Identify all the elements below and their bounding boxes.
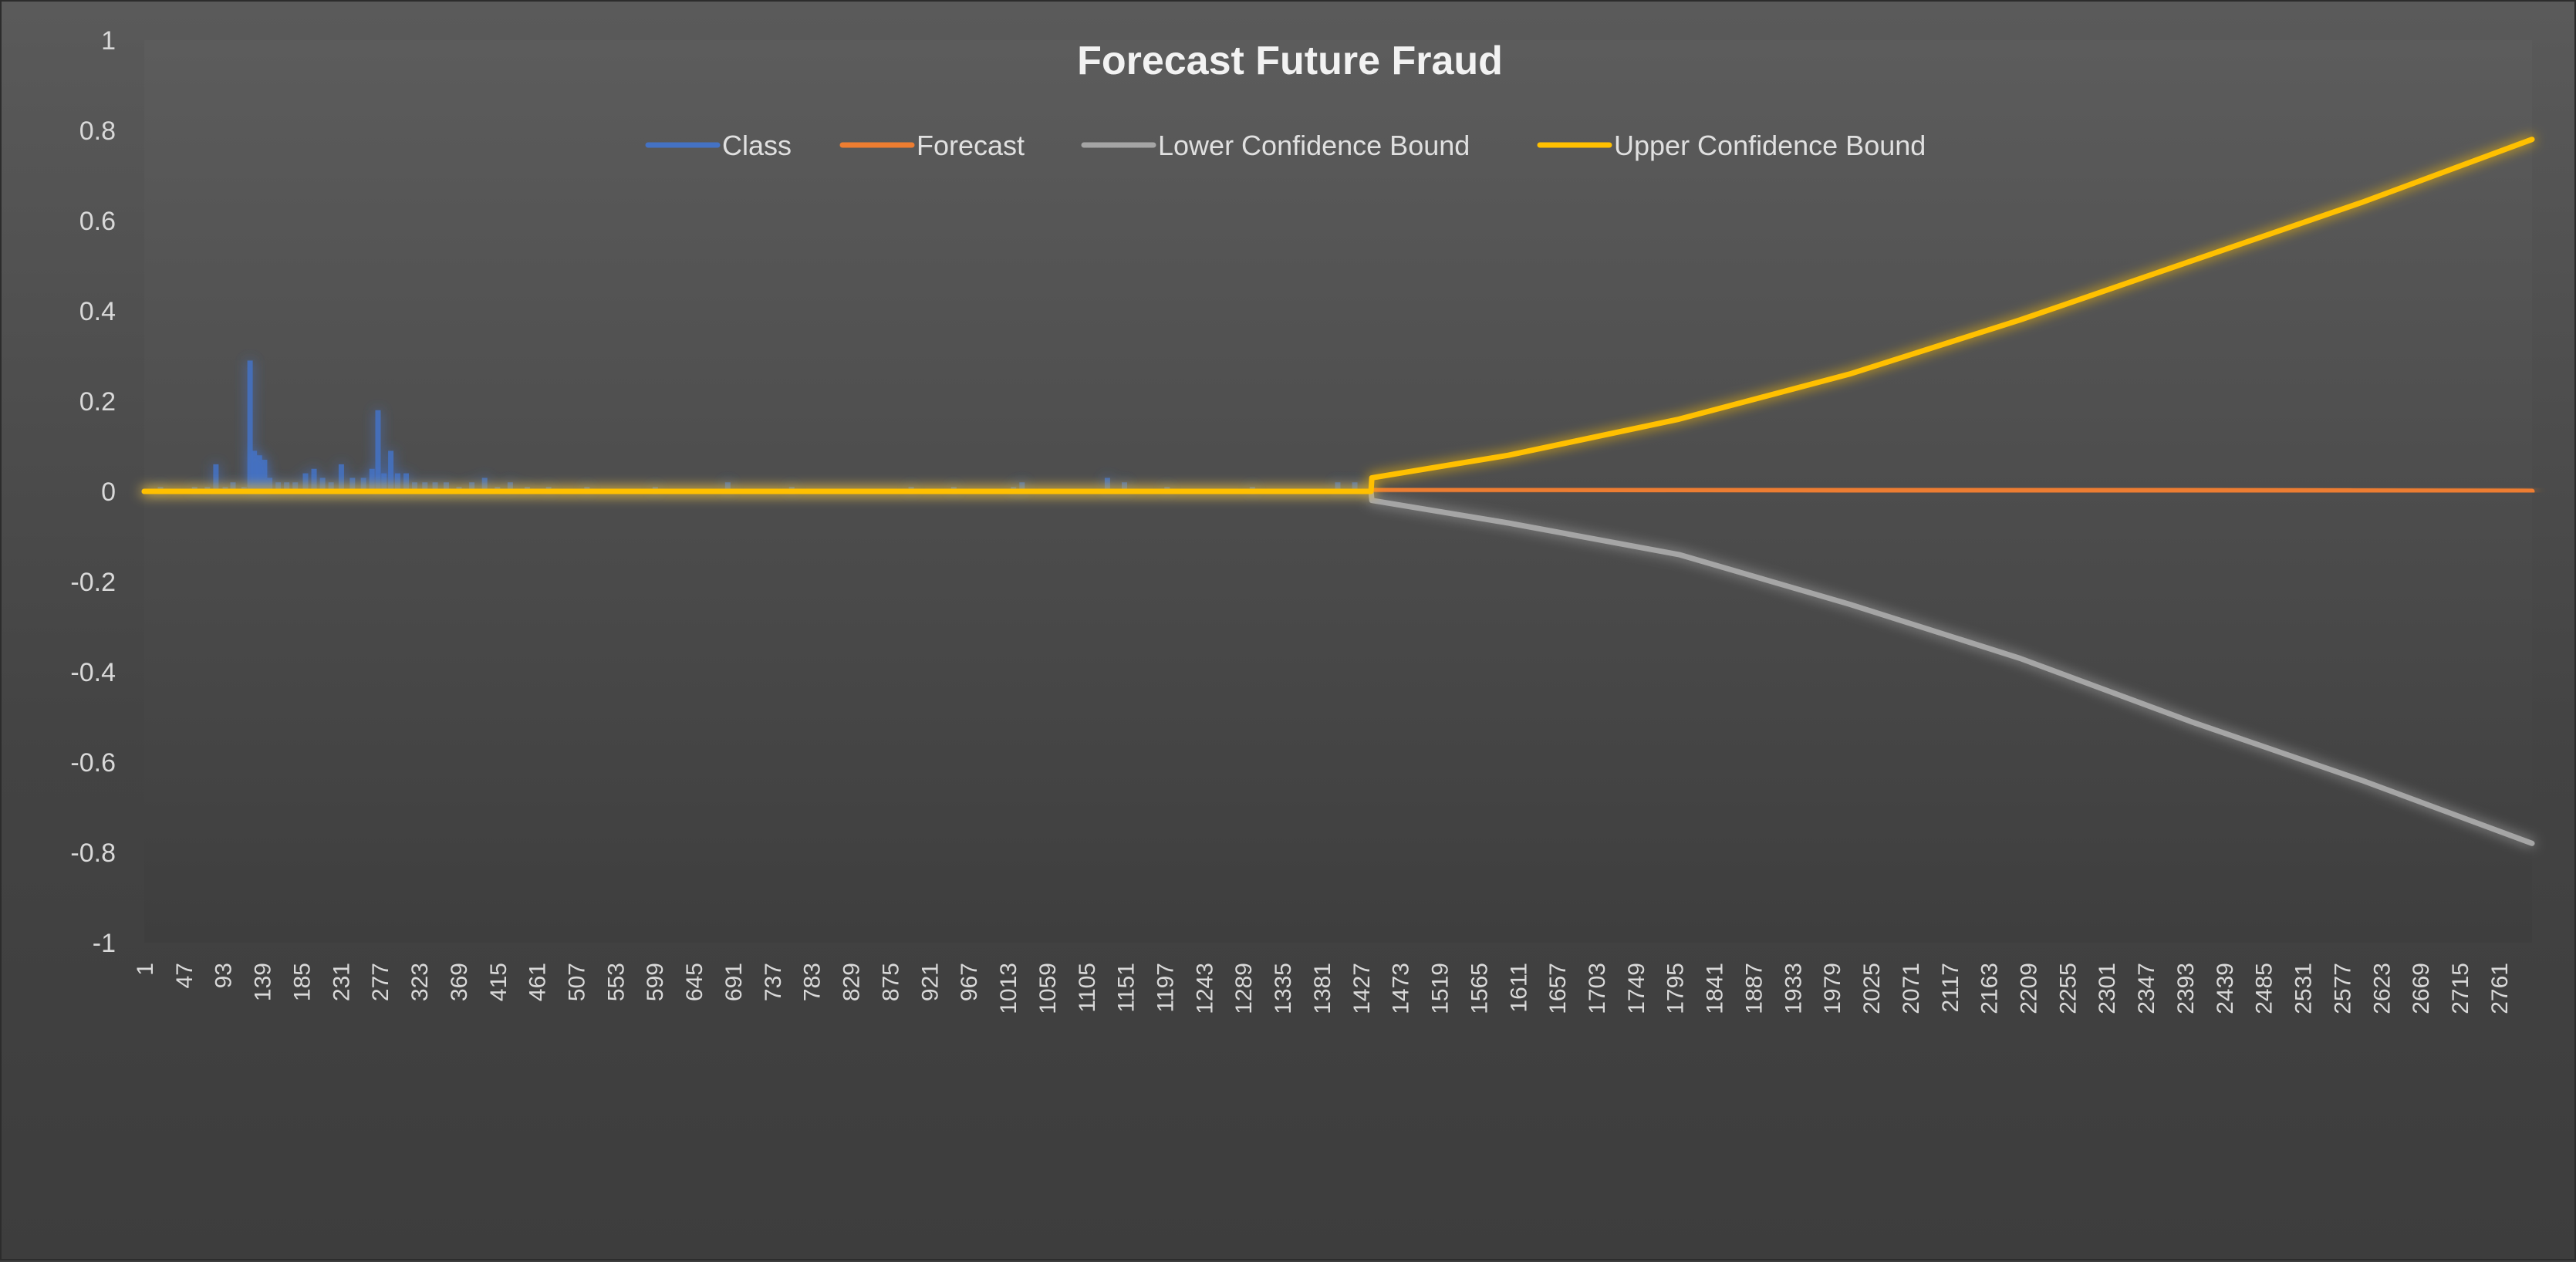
x-tick-label: 231 (329, 963, 354, 1001)
x-tick-label: 2485 (2252, 963, 2277, 1014)
x-tick-label: 1841 (1703, 963, 1728, 1014)
x-tick-label: 737 (761, 963, 786, 1001)
x-tick-label: 1105 (1075, 963, 1100, 1013)
x-tick-label: 2117 (1938, 963, 1963, 1013)
y-tick-label: 0 (101, 477, 116, 507)
x-tick-label: 2209 (2017, 963, 2042, 1014)
legend: Class Forecast Lower Confidence Bound Upper… (645, 130, 1926, 161)
x-tick-label: 553 (603, 963, 629, 1001)
x-tick-label: 1427 (1349, 963, 1375, 1014)
y-tick-label: -0.2 (70, 568, 116, 597)
x-tick-label: 1887 (1741, 963, 1767, 1014)
x-tick-label: 139 (251, 963, 276, 1001)
y-tick-label: -0.4 (70, 658, 116, 687)
x-tick-label: 1565 (1467, 963, 1492, 1014)
x-tick-label: 783 (800, 963, 825, 1001)
x-tick-label: 415 (486, 963, 511, 1001)
x-tick-label: 1335 (1271, 963, 1296, 1014)
legend-label: Lower Confidence Bound (1158, 130, 1470, 161)
x-tick-label: 1197 (1153, 963, 1178, 1013)
x-tick-label: 1657 (1545, 963, 1571, 1014)
x-tick-label: 1611 (1506, 963, 1531, 1013)
x-tick-label: 645 (682, 963, 707, 1001)
series-upper-confidence-bound (141, 137, 2535, 494)
y-tick-label: 1 (101, 26, 116, 56)
x-tick-label: 1519 (1428, 963, 1453, 1014)
x-tick-label: 2669 (2409, 963, 2434, 1014)
x-tick-label: 2301 (2095, 963, 2120, 1014)
x-tick-label: 369 (447, 963, 472, 1001)
x-tick-label: 2623 (2369, 963, 2395, 1014)
x-tick-label: 1979 (1820, 963, 1845, 1014)
x-tick-label: 1289 (1231, 963, 1257, 1014)
legend-entry: Upper Confidence Bound (1537, 130, 1926, 161)
x-tick-label: 2071 (1899, 963, 1924, 1014)
x-tick-label: 507 (565, 963, 590, 1001)
x-tick-label: 599 (643, 963, 668, 1001)
x-tick-label: 461 (525, 963, 551, 1001)
x-tick-label: 829 (839, 963, 865, 1001)
x-tick-label: 1795 (1663, 963, 1689, 1014)
y-tick-label: 0.2 (79, 387, 116, 417)
x-tick-label: 691 (721, 963, 747, 1001)
x-tick-label: 2025 (1859, 963, 1885, 1014)
legend-label: Class (722, 130, 792, 161)
y-tick-label: -0.6 (70, 748, 116, 778)
x-tick-label: 2577 (2330, 963, 2355, 1014)
y-tick-label: 0.8 (79, 116, 116, 146)
series-class (157, 360, 1358, 491)
x-tick-label: 323 (407, 963, 433, 1001)
x-tick-label: 2163 (1977, 963, 2003, 1014)
series-lower-confidence-bound (141, 488, 2535, 846)
legend-label: Forecast (917, 130, 1025, 161)
x-tick-label: 1933 (1781, 963, 1806, 1014)
x-tick-label: 2715 (2448, 963, 2473, 1014)
x-tick-label: 921 (917, 963, 943, 1001)
legend-entry: Forecast (839, 130, 1025, 161)
y-tick-label: 0.4 (79, 297, 116, 326)
x-tick-label: 2531 (2291, 963, 2317, 1014)
x-tick-label: 1151 (1114, 963, 1139, 1013)
legend-entry: Class (645, 130, 792, 161)
x-tick-label: 47 (172, 963, 198, 988)
y-tick-label: -1 (93, 929, 116, 958)
chart-title: Forecast Future Fraud (1077, 39, 1503, 83)
x-tick-label: 2393 (2173, 963, 2199, 1014)
x-tick-label: 2761 (2487, 963, 2513, 1014)
series-forecast (1369, 486, 2535, 494)
x-tick-label: 277 (368, 963, 393, 1001)
x-tick-label: 1703 (1585, 963, 1610, 1014)
x-tick-label: 1 (133, 963, 158, 976)
x-tick-label: 2347 (2134, 963, 2159, 1014)
x-tick-label: 1749 (1624, 963, 1649, 1014)
legend-label: Upper Confidence Bound (1614, 130, 1926, 161)
x-tick-label: 1473 (1389, 963, 1414, 1014)
x-tick-label: 967 (957, 963, 982, 1001)
x-tick-label: 875 (878, 963, 903, 1001)
legend-entry: Lower Confidence Bound (1081, 130, 1470, 161)
y-tick-label: -0.8 (70, 839, 116, 868)
x-tick-label: 2439 (2213, 963, 2238, 1014)
x-tick-label: 185 (289, 963, 315, 1001)
x-tick-label: 1059 (1035, 963, 1061, 1014)
x-tick-label: 1381 (1310, 963, 1335, 1014)
y-tick-label: 0.6 (79, 207, 116, 236)
x-tick-label: 2255 (2055, 963, 2081, 1014)
x-tick-label: 93 (211, 963, 237, 988)
x-tick-label: 1013 (996, 963, 1021, 1014)
x-tick-label: 1243 (1192, 963, 1217, 1014)
